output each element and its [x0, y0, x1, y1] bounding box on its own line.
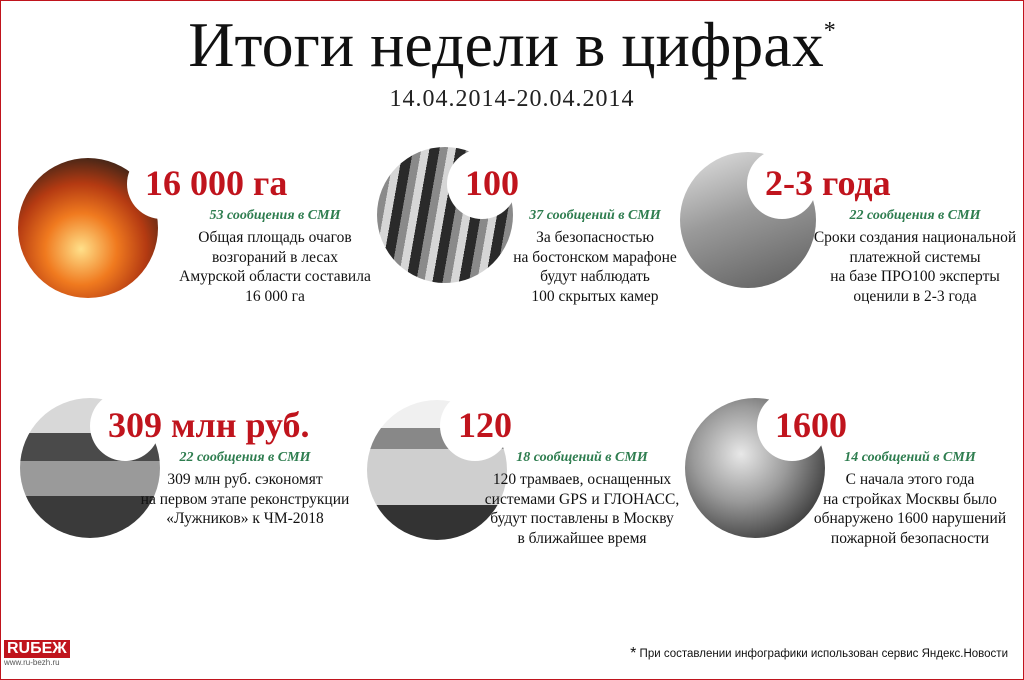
logo-url: www.ru-bezh.ru	[4, 658, 60, 667]
photo-notch	[127, 149, 197, 219]
fact-line: на базе ПРО100 эксперты	[830, 268, 1000, 285]
fact-line: оценили в 2-3 года	[853, 287, 977, 305]
fact-line: Сроки создания национальной	[813, 229, 1017, 246]
fact-figure: 100	[465, 163, 519, 203]
title: Итоги недели в цифрах*	[0, 8, 1024, 82]
fact-mentions: 53 сообщения в СМИ	[209, 208, 341, 223]
fact-text: 37 сообщений в СМИ За безопасностью на бос…	[475, 206, 715, 306]
fact-line: будут поставлены в Москву	[490, 510, 674, 527]
fact-mentions: 14 сообщений в СМИ	[844, 450, 976, 465]
title-asterisk: *	[823, 18, 836, 44]
photo-notch	[747, 149, 817, 219]
fact-text: 22 сообщения в СМИ Сроки создания национа…	[795, 206, 1024, 306]
fact-mentions: 22 сообщения в СМИ	[849, 208, 981, 223]
fact-text: 22 сообщения в СМИ 309 млн руб. сэкономят…	[125, 448, 365, 529]
footnote-mark: *	[630, 645, 637, 662]
footnote-text: При составлении инфографики использован …	[639, 648, 1008, 660]
fact-text: 14 сообщений в СМИ С начала этого года на …	[790, 448, 1024, 548]
fact-text: 18 сообщений в СМИ 120 трамваев, оснащенн…	[462, 448, 702, 548]
fact-line: 120 трамваев, оснащенных	[492, 471, 672, 488]
fact-mentions: 18 сообщений в СМИ	[516, 450, 648, 465]
fact-line: платежной системы	[849, 248, 981, 266]
fact-line: на бостонском марафоне	[513, 248, 677, 266]
fact-line: обнаружено 1600 нарушений	[813, 510, 1007, 527]
fact-figure: 2-3 года	[765, 163, 891, 203]
photo-notch	[447, 149, 517, 219]
fact-line: За безопасностью	[536, 229, 654, 246]
fact-line: 100 скрытых камер	[531, 287, 659, 305]
fact-line: Амурской области составила	[179, 268, 371, 285]
fact-figure: 120	[458, 405, 512, 445]
logo-name: RUБЕЖ	[4, 640, 70, 658]
fact-mentions: 37 сообщений в СМИ	[529, 208, 661, 223]
fact-text: 53 сообщения в СМИ Общая площадь очагов во…	[155, 206, 395, 306]
logo: RUБЕЖ www.ru-bezh.ru	[4, 640, 70, 670]
fact-line: 16 000 га	[245, 287, 305, 305]
fact-line: на первом этапе реконструкции	[140, 490, 350, 508]
fact-line: 309 млн руб. сэкономят	[167, 471, 323, 488]
fact-line: пожарной безопасности	[830, 529, 990, 547]
photo-notch	[757, 391, 827, 461]
fact-line: в ближайшее время	[517, 529, 647, 547]
fact-line: Общая площадь очагов	[198, 229, 352, 246]
fact-figure: 1600	[775, 405, 847, 445]
fact-line: на стройках Москвы было	[823, 490, 997, 508]
photo-notch	[90, 391, 160, 461]
fact-mentions: 22 сообщения в СМИ	[179, 450, 311, 465]
fact-figure: 309 млн руб.	[108, 405, 310, 445]
fact-line: будут наблюдать	[540, 268, 650, 285]
fact-line: «Лужников» к ЧМ-2018	[166, 510, 324, 527]
fact-line: возгораний в лесах	[211, 248, 339, 266]
photo-notch	[440, 391, 510, 461]
footnote: * При составлении инфографики использова…	[630, 645, 1008, 666]
title-text: Итоги недели в цифрах	[188, 9, 824, 80]
fact-line: системами GPS и ГЛОНАСС,	[484, 490, 680, 508]
fact-line: С начала этого года	[845, 471, 975, 488]
dates: 14.04.2014-20.04.2014	[389, 86, 635, 112]
fact-figure: 16 000 га	[145, 163, 288, 203]
